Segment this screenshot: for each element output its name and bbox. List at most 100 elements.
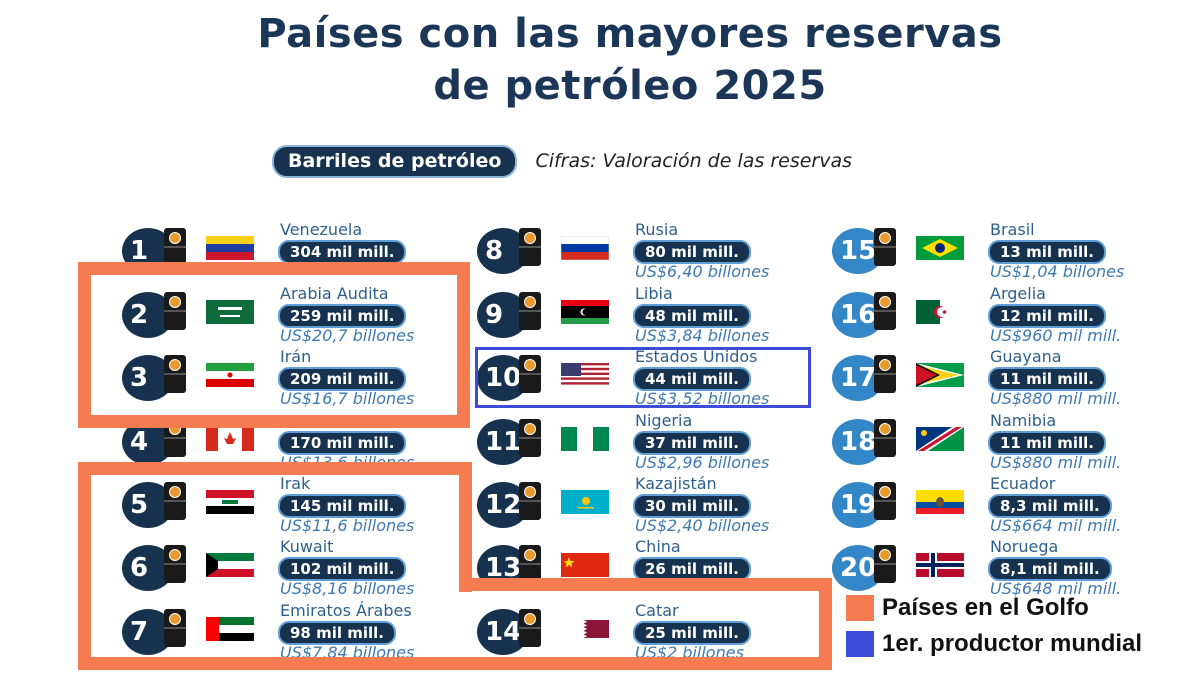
oil-barrel-icon <box>164 228 186 266</box>
page-title: Países con las mayores reservas de petró… <box>0 8 1200 112</box>
iraq-flag-icon <box>206 490 254 514</box>
oil-barrel-icon <box>164 482 186 520</box>
oil-barrel-icon <box>874 355 896 393</box>
country-name: Catar <box>635 601 679 620</box>
reserves-pill: 44 mil mill. <box>633 367 751 391</box>
valuation-text: US$3,52 billones <box>635 389 770 408</box>
country-name: Estados Unidos <box>635 347 758 366</box>
reserves-pill: 102 mil mill. <box>278 557 407 581</box>
gulf-highlight-box <box>78 462 472 592</box>
iran-flag-icon <box>206 363 254 387</box>
gulf-highlight-box <box>78 578 832 670</box>
country-name: Irak <box>280 474 311 493</box>
guyana-flag-icon <box>916 363 964 387</box>
legend-swatch <box>846 595 874 621</box>
oil-barrel-icon <box>874 419 896 457</box>
reserves-pill: 37 mil mill. <box>633 431 751 455</box>
libya-flag-icon <box>561 300 609 324</box>
valuation-text: US$6,40 billones <box>635 262 770 281</box>
legend-swatch <box>846 631 874 657</box>
subtitle-row: Barriles de petróleo Cifras: Valoración … <box>272 144 852 178</box>
oil-barrel-icon <box>874 545 896 583</box>
oil-barrel-icon <box>519 228 541 266</box>
oil-barrel-icon <box>519 292 541 330</box>
country-name: Arabia Audita <box>280 284 389 303</box>
saudi-arabia-flag-icon <box>206 300 254 324</box>
uae-flag-icon <box>206 617 254 641</box>
reserves-pill: 11 mil mill. <box>988 431 1106 455</box>
legend-label: 1er. productor mundial <box>882 630 1143 657</box>
valuation-text: US$880 mil mill. <box>990 453 1122 472</box>
oil-barrel-icon <box>519 609 541 647</box>
reserves-pill: 25 mil mill. <box>633 621 751 645</box>
reserves-pill: 48 mil mill. <box>633 304 751 328</box>
oil-barrel-icon <box>519 482 541 520</box>
country-name: Namibia <box>990 411 1057 430</box>
legend-item-top-producer: 1er. productor mundial <box>846 630 1142 658</box>
gulf-highlight-box <box>78 262 470 428</box>
reserves-pill: 30 mil mill. <box>633 494 751 518</box>
reserves-pill: 26 mil mill. <box>633 557 751 581</box>
oil-barrel-icon <box>164 355 186 393</box>
oil-barrel-icon <box>519 355 541 393</box>
valuation-text: US$11,6 billones <box>280 516 415 535</box>
reserves-pill: 8,3 mil mill. <box>988 494 1112 518</box>
reserves-pill: 304 mil mill. <box>278 240 407 264</box>
country-name: Argelia <box>990 284 1046 303</box>
kuwait-flag-icon <box>206 553 254 577</box>
valuation-text: US$3,84 billones <box>635 326 770 345</box>
ecuador-flag-icon <box>916 490 964 514</box>
reserves-pill: 170 mil mill. <box>278 431 407 455</box>
oil-barrel-icon <box>519 419 541 457</box>
reserves-pill: 11 mil mill. <box>988 367 1106 391</box>
country-name: Libia <box>635 284 673 303</box>
country-name: Nigeria <box>635 411 693 430</box>
valuation-text: US$664 mil mill. <box>990 516 1122 535</box>
kazakhstan-flag-icon <box>561 490 609 514</box>
title-line-2: de petróleo 2025 <box>433 63 827 109</box>
country-name: Kazajistán <box>635 474 717 493</box>
top-producer-highlight-box <box>475 347 811 408</box>
valuation-text: US$8,16 billones <box>280 579 415 598</box>
country-name: Noruega <box>990 537 1059 556</box>
reserves-pill: 209 mil mill. <box>278 367 407 391</box>
venezuela-flag-icon <box>206 236 254 260</box>
country-name: Irán <box>280 347 312 366</box>
country-name: Venezuela <box>280 220 363 239</box>
norway-flag-icon <box>916 553 964 577</box>
algeria-flag-icon <box>916 300 964 324</box>
country-name: China <box>635 537 681 556</box>
usa-flag-icon <box>561 363 609 387</box>
namibia-flag-icon <box>916 427 964 451</box>
valuation-text: US$1,04 billones <box>990 262 1125 281</box>
china-flag-icon <box>561 553 609 577</box>
legend-label: Países en el Golfo <box>882 594 1089 621</box>
valuation-text: US$2,40 billones <box>635 516 770 535</box>
oil-barrel-icon <box>164 609 186 647</box>
oil-barrel-icon <box>874 292 896 330</box>
reserves-pill: 80 mil mill. <box>633 240 751 264</box>
valuation-text: US$2,96 billones <box>635 453 770 472</box>
reserves-pill: 12 mil mill. <box>988 304 1106 328</box>
reserves-pill: 145 mil mill. <box>278 494 407 518</box>
brazil-flag-icon <box>916 236 964 260</box>
country-name: Guayana <box>990 347 1062 366</box>
qatar-flag-icon <box>573 620 609 638</box>
valuation-text: US$880 mil mill. <box>990 389 1122 408</box>
nigeria-flag-icon <box>561 427 609 451</box>
reserves-pill: 98 mil mill. <box>278 621 396 645</box>
subtitle-pill: Barriles de petróleo <box>272 144 518 178</box>
gulf-highlight-box <box>459 578 832 591</box>
oil-barrel-icon <box>874 482 896 520</box>
oil-barrel-icon <box>519 545 541 583</box>
oil-barrel-icon <box>164 545 186 583</box>
country-name: Emiratos Árabes <box>280 601 412 620</box>
valuation-text: US$20,7 billones <box>280 326 415 345</box>
valuation-text: US$648 mil mill. <box>990 579 1122 598</box>
legend-item-gulf: Países en el Golfo <box>846 594 1089 622</box>
canada-flag-icon <box>206 427 254 451</box>
reserves-pill: 259 mil mill. <box>278 304 407 328</box>
country-name: Brasil <box>990 220 1035 239</box>
oil-barrel-icon <box>164 292 186 330</box>
reserves-pill: 13 mil mill. <box>988 240 1106 264</box>
